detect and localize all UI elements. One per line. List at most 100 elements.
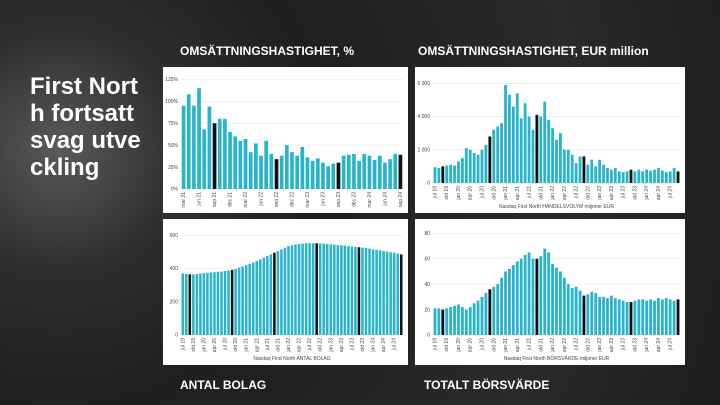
bar	[629, 301, 633, 335]
bar	[480, 149, 484, 183]
x-tick-label: okt 22	[318, 338, 324, 352]
bar	[213, 272, 216, 335]
bar	[223, 118, 227, 189]
bar	[290, 245, 294, 335]
bar	[609, 169, 613, 183]
bar	[361, 247, 364, 335]
bar	[244, 265, 248, 335]
y-tick-label: 40	[424, 282, 430, 288]
bar	[508, 94, 511, 183]
bar	[586, 294, 590, 335]
bar	[484, 144, 488, 183]
x-tick-label: jun 24	[382, 192, 388, 207]
x-tick-label: jan 23	[597, 338, 603, 353]
x-tick-label: apr 24	[381, 338, 387, 352]
bar	[562, 149, 566, 183]
bar	[301, 243, 304, 335]
bar	[357, 247, 361, 335]
bar	[202, 129, 207, 189]
bar	[672, 300, 676, 335]
bar	[511, 265, 515, 335]
bar	[230, 269, 234, 335]
y-tick-label: 0	[427, 333, 430, 339]
bar	[539, 116, 543, 183]
bar	[598, 296, 602, 335]
bar	[574, 163, 578, 183]
bar	[492, 129, 496, 183]
bar	[551, 263, 554, 335]
bar	[326, 166, 330, 189]
bar	[523, 103, 527, 183]
bar	[500, 123, 504, 183]
x-tick-label: okt 19	[191, 338, 197, 352]
y-tick-label: 60	[424, 256, 430, 262]
bar	[535, 258, 539, 335]
bar	[264, 140, 269, 189]
x-tick-label: okt 21	[538, 338, 544, 352]
bar	[310, 160, 315, 189]
y-tick-label: 400	[170, 266, 179, 272]
bar	[598, 159, 602, 183]
x-tick-label: okt 23	[360, 338, 366, 352]
bar	[668, 171, 672, 183]
bar	[515, 261, 519, 335]
x-tick-label: dec 23	[351, 192, 357, 207]
bar	[539, 256, 543, 335]
bar	[304, 243, 308, 335]
bar	[457, 304, 460, 335]
bar	[664, 298, 668, 335]
bar	[543, 101, 547, 183]
bar	[504, 84, 507, 183]
bar	[441, 166, 445, 183]
bar	[594, 293, 598, 335]
bar	[472, 303, 476, 335]
bar	[341, 155, 346, 189]
bar	[566, 149, 570, 183]
x-tick-label: jan 22	[550, 338, 556, 353]
bar	[294, 244, 297, 335]
x-tick-label: okt 21	[538, 186, 544, 200]
bar	[336, 245, 340, 335]
bar	[602, 164, 605, 183]
x-tick-label: apr 20	[468, 338, 474, 352]
x-tick-label: okt 23	[632, 186, 638, 200]
bar	[649, 170, 653, 183]
chart-title: OMSÄTTNINGSHASTIGHET, %	[180, 43, 354, 58]
bar	[453, 305, 456, 335]
bar	[606, 168, 609, 183]
x-tick-label: jul 22	[574, 338, 580, 351]
bar	[259, 155, 263, 189]
bar	[582, 295, 586, 335]
x-tick-label: jul 22	[307, 338, 313, 351]
x-tick-label: jul 22	[574, 186, 580, 199]
bar	[354, 246, 357, 335]
x-tick-label: mar 21	[181, 192, 187, 208]
bar	[377, 155, 382, 189]
bar	[197, 88, 201, 189]
bar	[346, 154, 351, 189]
bar	[515, 93, 519, 183]
x-tick-label: sep 24	[398, 192, 404, 207]
bar	[676, 171, 680, 183]
bar	[613, 298, 617, 335]
bar	[262, 257, 266, 335]
bar	[449, 164, 453, 183]
bar	[202, 273, 206, 335]
bar	[480, 296, 484, 335]
x-tick-label: okt 22	[585, 338, 591, 352]
bar	[279, 155, 284, 189]
bar	[472, 153, 476, 183]
bar	[329, 244, 333, 335]
bar	[617, 299, 621, 335]
bar	[220, 271, 223, 335]
bar	[217, 118, 222, 189]
bar	[343, 245, 347, 335]
bar	[633, 171, 637, 183]
bar	[311, 243, 315, 335]
x-tick-label: apr 23	[609, 338, 615, 352]
slide-title: First North fortsatt svag utveckling	[30, 73, 141, 181]
x-tick-label: jan 20	[456, 338, 462, 353]
bar	[504, 271, 507, 335]
bar	[237, 267, 241, 335]
